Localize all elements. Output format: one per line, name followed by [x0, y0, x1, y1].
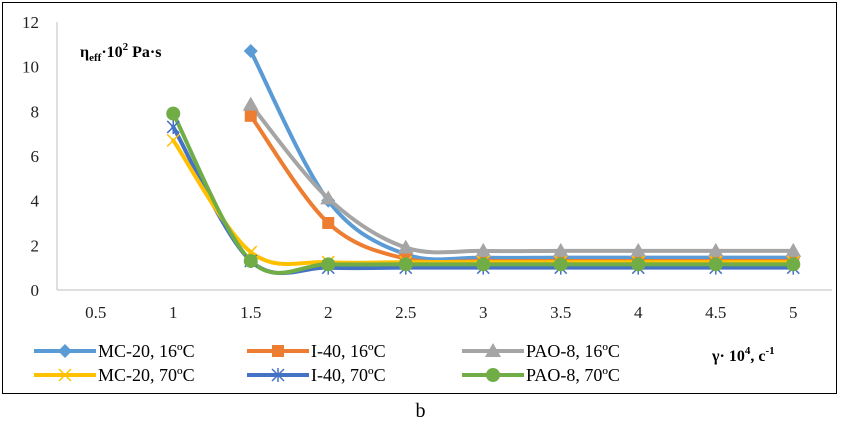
legend-label: I-40, 16ºC: [311, 341, 386, 361]
data-point: [786, 257, 801, 272]
legend-label: MC-20, 16ºC: [98, 341, 195, 361]
data-point: [552, 242, 569, 257]
legend-label: PAO-8, 16ºC: [526, 341, 620, 361]
data-point: [166, 133, 180, 147]
data-point: [785, 242, 802, 257]
data-point: [707, 242, 724, 257]
x-tick-label: 3.5: [550, 303, 571, 322]
x-tick-label: 0.5: [85, 303, 106, 322]
x-tick-label: 1: [169, 303, 178, 322]
y-tick-label: 4: [31, 192, 40, 211]
data-point: [166, 119, 180, 134]
x-tick-label: 4.5: [705, 303, 726, 322]
legend-marker: [485, 343, 501, 357]
legend-marker: [486, 368, 500, 382]
figure-caption: b: [415, 400, 426, 422]
series-line: [248, 102, 796, 255]
data-point: [242, 96, 259, 111]
data-point: [630, 242, 647, 257]
x-tick-label: 2: [324, 303, 333, 322]
legend-label: PAO-8, 70ºC: [526, 365, 620, 385]
data-point: [476, 257, 491, 272]
legend-marker: [58, 368, 72, 382]
legend-marker: [58, 344, 72, 358]
data-point: [475, 242, 492, 257]
axes: 0 2 4 6 8 10 12 0.5 1 1.5 2 2.5 3 3.5 4 4.5 5: [22, 13, 832, 322]
y-tick-label: 0: [31, 281, 40, 300]
data-point: [397, 239, 414, 254]
data-point: [244, 109, 257, 122]
data-point: [320, 190, 337, 205]
chart-frame: [2, 2, 837, 394]
data-point: [631, 257, 646, 272]
data-point: [243, 44, 258, 59]
data-point: [243, 253, 258, 268]
x-axis-label: γ· 104, c-1: [711, 345, 775, 365]
legend-marker: [272, 345, 284, 357]
y-tick-label: 6: [31, 147, 40, 166]
y-tick-label: 12: [22, 13, 39, 32]
data-point: [322, 217, 335, 229]
series-line: [248, 113, 796, 265]
x-tick-label: 4: [634, 303, 643, 322]
data-point: [708, 257, 723, 272]
legend-label: I-40, 70ºC: [311, 365, 386, 385]
y-axis-label: ηeff·102 Pa·s: [80, 41, 162, 64]
x-tick-label: 2.5: [395, 303, 416, 322]
data-point: [166, 106, 181, 121]
legend-marker: [271, 368, 285, 382]
legend: MC-20, 16ºC I-40, 16ºC PAO-8, 16ºC MC-20, 7…: [34, 341, 620, 385]
x-tick-label: 5: [789, 303, 798, 322]
x-tick-label: 1.5: [240, 303, 261, 322]
x-tick-label: 3: [479, 303, 488, 322]
y-tick-label: 10: [22, 58, 39, 77]
legend-label: MC-20, 70ºC: [98, 365, 195, 385]
data-point: [321, 257, 336, 272]
y-tick-label: 8: [31, 102, 40, 121]
data-point: [398, 257, 413, 272]
markers-layer: [166, 44, 802, 275]
y-tick-label: 2: [31, 236, 40, 255]
series-layer: [171, 49, 796, 276]
data-point: [553, 257, 568, 272]
